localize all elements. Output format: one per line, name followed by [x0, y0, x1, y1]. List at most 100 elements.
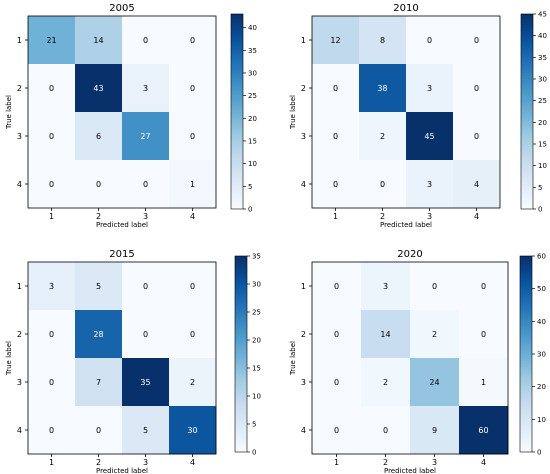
- colorbar-tick-label: 20: [538, 119, 547, 127]
- cell-value-label: 0: [334, 426, 339, 435]
- cell-value-label: 0: [190, 282, 195, 291]
- cell-value-label: 2: [383, 378, 388, 387]
- cell-value-label: 0: [143, 180, 148, 189]
- matrix-cell: [169, 160, 217, 209]
- colorbar-tick-label: 5: [538, 184, 542, 192]
- x-tick-label: 2: [96, 212, 101, 221]
- matrix-cell: [410, 310, 460, 359]
- colorbar: [519, 255, 533, 453]
- y-tick-label: 1: [17, 282, 22, 291]
- y-tick-label: 3: [17, 378, 22, 387]
- matrix-cell: [312, 16, 360, 65]
- colorbar: [234, 255, 248, 453]
- matrix-cell: [122, 310, 170, 359]
- colorbar-tick-label: 0: [252, 449, 256, 457]
- matrix-cell: [122, 160, 170, 209]
- x-tick-label: 2: [383, 458, 388, 467]
- x-tick-label: 3: [427, 212, 432, 221]
- colorbar-tick-label: 20: [537, 383, 546, 391]
- colorbar-tick-label: 0: [538, 206, 542, 214]
- matrix-cell: [28, 406, 76, 455]
- cell-value-label: 0: [474, 84, 479, 93]
- matrix-cell: [28, 160, 76, 209]
- matrix-cell: [122, 406, 170, 455]
- matrix-cell: [169, 310, 217, 359]
- x-tick-label: 1: [333, 212, 338, 221]
- y-tick-label: 1: [17, 36, 22, 45]
- cell-value-label: 0: [49, 84, 54, 93]
- colorbar-tick-label: 15: [252, 365, 261, 373]
- colorbar-tick-label: 35: [248, 47, 257, 55]
- cell-value-label: 0: [190, 132, 195, 141]
- colorbar-tick-label: 5: [252, 421, 256, 429]
- cell-value-label: 0: [333, 132, 338, 141]
- matrix-cell: [312, 112, 360, 161]
- y-tick-label: 1: [301, 282, 306, 291]
- x-axis-label: Predicted label: [380, 221, 432, 229]
- colorbar-tick-label: 50: [537, 285, 546, 293]
- cell-value-label: 0: [380, 180, 385, 189]
- plot-frame: [27, 261, 217, 455]
- colorbar-tick-label: 15: [248, 137, 257, 145]
- matrix-cell: [312, 358, 362, 407]
- matrix-cell: [75, 358, 123, 407]
- cell-value-label: 7: [96, 378, 101, 387]
- plot-frame: [27, 15, 217, 209]
- cell-value-label: 0: [481, 282, 486, 291]
- colorbar-tick-label: 30: [252, 281, 261, 289]
- cell-value-label: 0: [432, 282, 437, 291]
- plot-frame: [311, 15, 501, 209]
- cell-value-label: 0: [49, 132, 54, 141]
- y-tick-label: 4: [301, 180, 306, 189]
- colorbar-tick-label: 30: [537, 351, 546, 359]
- y-axis-label: True label: [289, 341, 297, 376]
- cell-value-label: 2: [380, 132, 385, 141]
- cell-value-label: 28: [93, 330, 103, 339]
- cell-value-label: 0: [334, 378, 339, 387]
- cell-value-label: 0: [427, 36, 432, 45]
- matrix-cell: [28, 262, 76, 311]
- y-tick-label: 3: [301, 378, 306, 387]
- cell-value-label: 14: [93, 36, 103, 45]
- matrix-cell: [453, 112, 501, 161]
- colorbar-tick-label: 10: [537, 416, 546, 424]
- cell-value-label: 0: [190, 84, 195, 93]
- cell-value-label: 9: [432, 426, 437, 435]
- colorbar-tick-label: 5: [248, 183, 252, 191]
- cell-value-label: 45: [424, 132, 434, 141]
- colorbar-tick-label: 10: [538, 162, 547, 170]
- matrix-cell: [459, 358, 509, 407]
- matrix-cell: [169, 406, 217, 455]
- matrix-cell: [459, 406, 509, 455]
- x-tick-label: 1: [49, 458, 54, 467]
- y-axis-label: True label: [5, 341, 13, 376]
- matrix-cell: [169, 358, 217, 407]
- cell-value-label: 3: [427, 180, 432, 189]
- matrix-cell: [169, 112, 217, 161]
- cell-value-label: 0: [49, 378, 54, 387]
- matrix-cell: [406, 64, 454, 113]
- matrix-cell: [169, 262, 217, 311]
- colorbar-tick-label: 60: [537, 253, 546, 261]
- x-tick-label: 3: [432, 458, 437, 467]
- matrix-cell: [361, 406, 411, 455]
- y-tick-label: 3: [301, 132, 306, 141]
- colorbar-tick-label: 10: [252, 393, 261, 401]
- colorbar-tick-label: 20: [248, 115, 257, 123]
- y-axis-label: True label: [5, 95, 13, 130]
- matrix-cell: [459, 262, 509, 311]
- cell-value-label: 0: [143, 282, 148, 291]
- cell-value-label: 43: [93, 84, 103, 93]
- cell-value-label: 0: [334, 282, 339, 291]
- matrix-cell: [169, 16, 217, 65]
- matrix-cell: [122, 262, 170, 311]
- matrix-cell: [28, 64, 76, 113]
- matrix-cell: [75, 64, 123, 113]
- matrix-cell: [359, 16, 407, 65]
- cell-value-label: 24: [429, 378, 439, 387]
- cell-value-label: 4: [474, 180, 479, 189]
- colorbar-tick-label: 30: [538, 76, 547, 84]
- cell-value-label: 0: [96, 180, 101, 189]
- y-tick-label: 2: [17, 84, 22, 93]
